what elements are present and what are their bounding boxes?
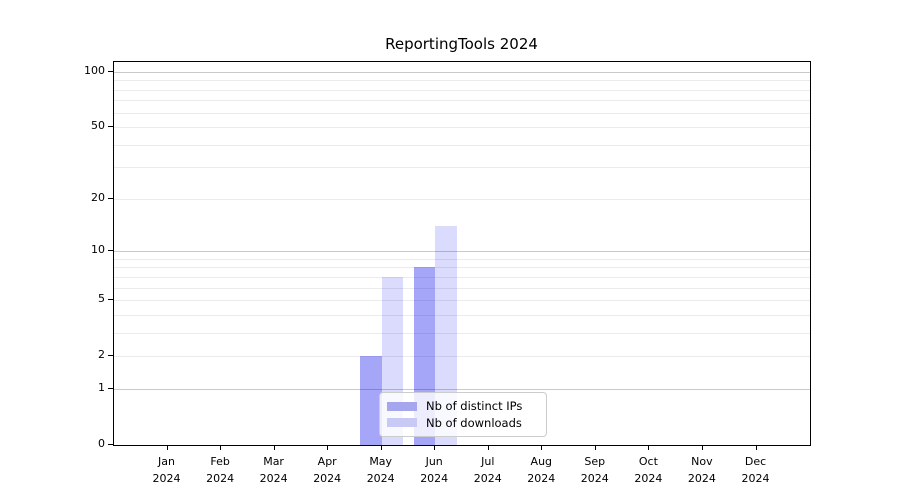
x-tick-year: 2024: [152, 472, 181, 485]
x-tick-mark: [166, 446, 168, 450]
y-tick-mark: [108, 355, 113, 357]
x-tick-label-aug: Aug 2024: [509, 453, 573, 487]
x-tick-month: Nov: [691, 455, 713, 468]
x-tick-year: 2024: [473, 472, 502, 485]
gridline-minor: [114, 198, 810, 200]
x-tick-label-mar: Mar 2024: [242, 453, 306, 487]
gridline-minor: [114, 356, 810, 358]
x-tick-label-sep: Sep 2024: [563, 453, 627, 487]
chart-title: ReportingTools 2024: [385, 35, 538, 53]
x-tick-year: 2024: [687, 472, 716, 485]
x-tick-label-may: May 2024: [349, 453, 413, 487]
legend-swatch-distinct-ips: [387, 401, 417, 411]
x-tick-mark: [594, 446, 596, 450]
y-tick-label: 50: [91, 119, 105, 132]
y-tick-label: 10: [91, 243, 105, 257]
x-tick-mark: [487, 446, 489, 450]
gridline-minor: [114, 100, 810, 102]
x-tick-mark: [541, 446, 543, 450]
x-tick-year: 2024: [634, 472, 663, 485]
y-tick-label: 20: [91, 190, 105, 204]
y-tick-mark: [108, 197, 113, 199]
y-tick-label: 2: [98, 348, 105, 362]
y-tick-label: 0: [98, 437, 105, 450]
legend: Nb of distinct IPs Nb of downloads: [379, 392, 547, 437]
gridline-minor: [114, 332, 810, 334]
gridline-minor: [114, 127, 810, 128]
x-tick-year: 2024: [527, 472, 556, 485]
y-tick-mark: [108, 299, 113, 301]
x-tick-mark: [273, 446, 275, 450]
x-tick-month: Dec: [744, 455, 767, 468]
legend-swatch-downloads: [387, 418, 417, 428]
x-tick-month: Aug: [530, 455, 553, 468]
legend-label-distinct-ips: Nb of distinct IPs: [426, 399, 523, 414]
x-tick-year: 2024: [580, 472, 609, 485]
x-tick-month: Mar: [263, 455, 284, 468]
x-tick-label-jul: Jul 2024: [456, 453, 520, 487]
gridline-minor: [114, 287, 810, 289]
x-tick-month: Feb: [210, 455, 230, 468]
gridline-minor: [114, 112, 810, 114]
y-tick-label: 1: [98, 380, 105, 394]
gridline-major: [114, 71, 810, 73]
y-tick-mark: [108, 70, 113, 72]
x-tick-year: 2024: [741, 472, 770, 485]
x-tick-label-jun: Jun 2024: [402, 453, 466, 487]
y-tick-label: 5: [98, 292, 105, 306]
gridline-major: [114, 388, 810, 390]
x-tick-label-nov: Nov 2024: [670, 453, 734, 487]
gridline-minor: [114, 267, 810, 269]
x-tick-month: Jul: [481, 455, 495, 468]
x-tick-label-feb: Feb 2024: [188, 453, 252, 487]
bar-jun-downloads: [435, 226, 457, 445]
x-tick-month: Apr: [317, 455, 337, 468]
y-tick-mark: [108, 250, 113, 252]
gridline-minor: [114, 276, 810, 278]
x-tick-month: Jun: [425, 455, 443, 468]
x-tick-month: Oct: [638, 455, 658, 468]
legend-item-downloads: Nb of downloads: [387, 415, 537, 431]
x-tick-month: May: [369, 455, 393, 468]
x-tick-mark: [380, 446, 382, 450]
gridline-minor: [114, 144, 810, 146]
legend-item-distinct-ips: Nb of distinct IPs: [387, 398, 537, 414]
bar-may-distinct-ips: [360, 356, 382, 445]
x-tick-year: 2024: [259, 472, 288, 485]
x-tick-mark: [755, 446, 757, 450]
gridline-minor: [114, 314, 810, 316]
gridline-major: [114, 251, 810, 253]
x-tick-mark: [701, 446, 703, 450]
x-tick-year: 2024: [366, 472, 395, 485]
x-tick-month: Jan: [158, 455, 175, 468]
x-tick-mark: [648, 446, 650, 450]
legend-label-downloads: Nb of downloads: [426, 415, 522, 430]
y-tick-label: 100: [84, 63, 105, 77]
x-tick-year: 2024: [420, 472, 449, 485]
gridline-minor: [114, 258, 810, 260]
gridline-minor: [114, 167, 810, 169]
x-tick-month: Sep: [584, 455, 606, 468]
x-tick-mark: [220, 446, 222, 450]
plot-area: Nb of distinct IPs Nb of downloads: [113, 61, 811, 446]
y-tick-mark: [108, 444, 113, 445]
gridline-minor: [114, 300, 810, 302]
x-tick-year: 2024: [313, 472, 342, 485]
x-tick-mark: [327, 446, 329, 450]
x-tick-mark: [434, 446, 436, 450]
x-tick-year: 2024: [206, 472, 235, 485]
x-tick-label-apr: Apr 2024: [295, 453, 359, 487]
x-tick-label-oct: Oct 2024: [616, 453, 680, 487]
x-tick-label-dec: Dec 2024: [724, 453, 788, 487]
x-tick-label-jan: Jan 2024: [135, 453, 199, 487]
y-tick-mark: [108, 387, 113, 389]
gridline-minor: [114, 80, 810, 82]
y-tick-mark: [108, 126, 113, 127]
gridline-minor: [114, 89, 810, 91]
